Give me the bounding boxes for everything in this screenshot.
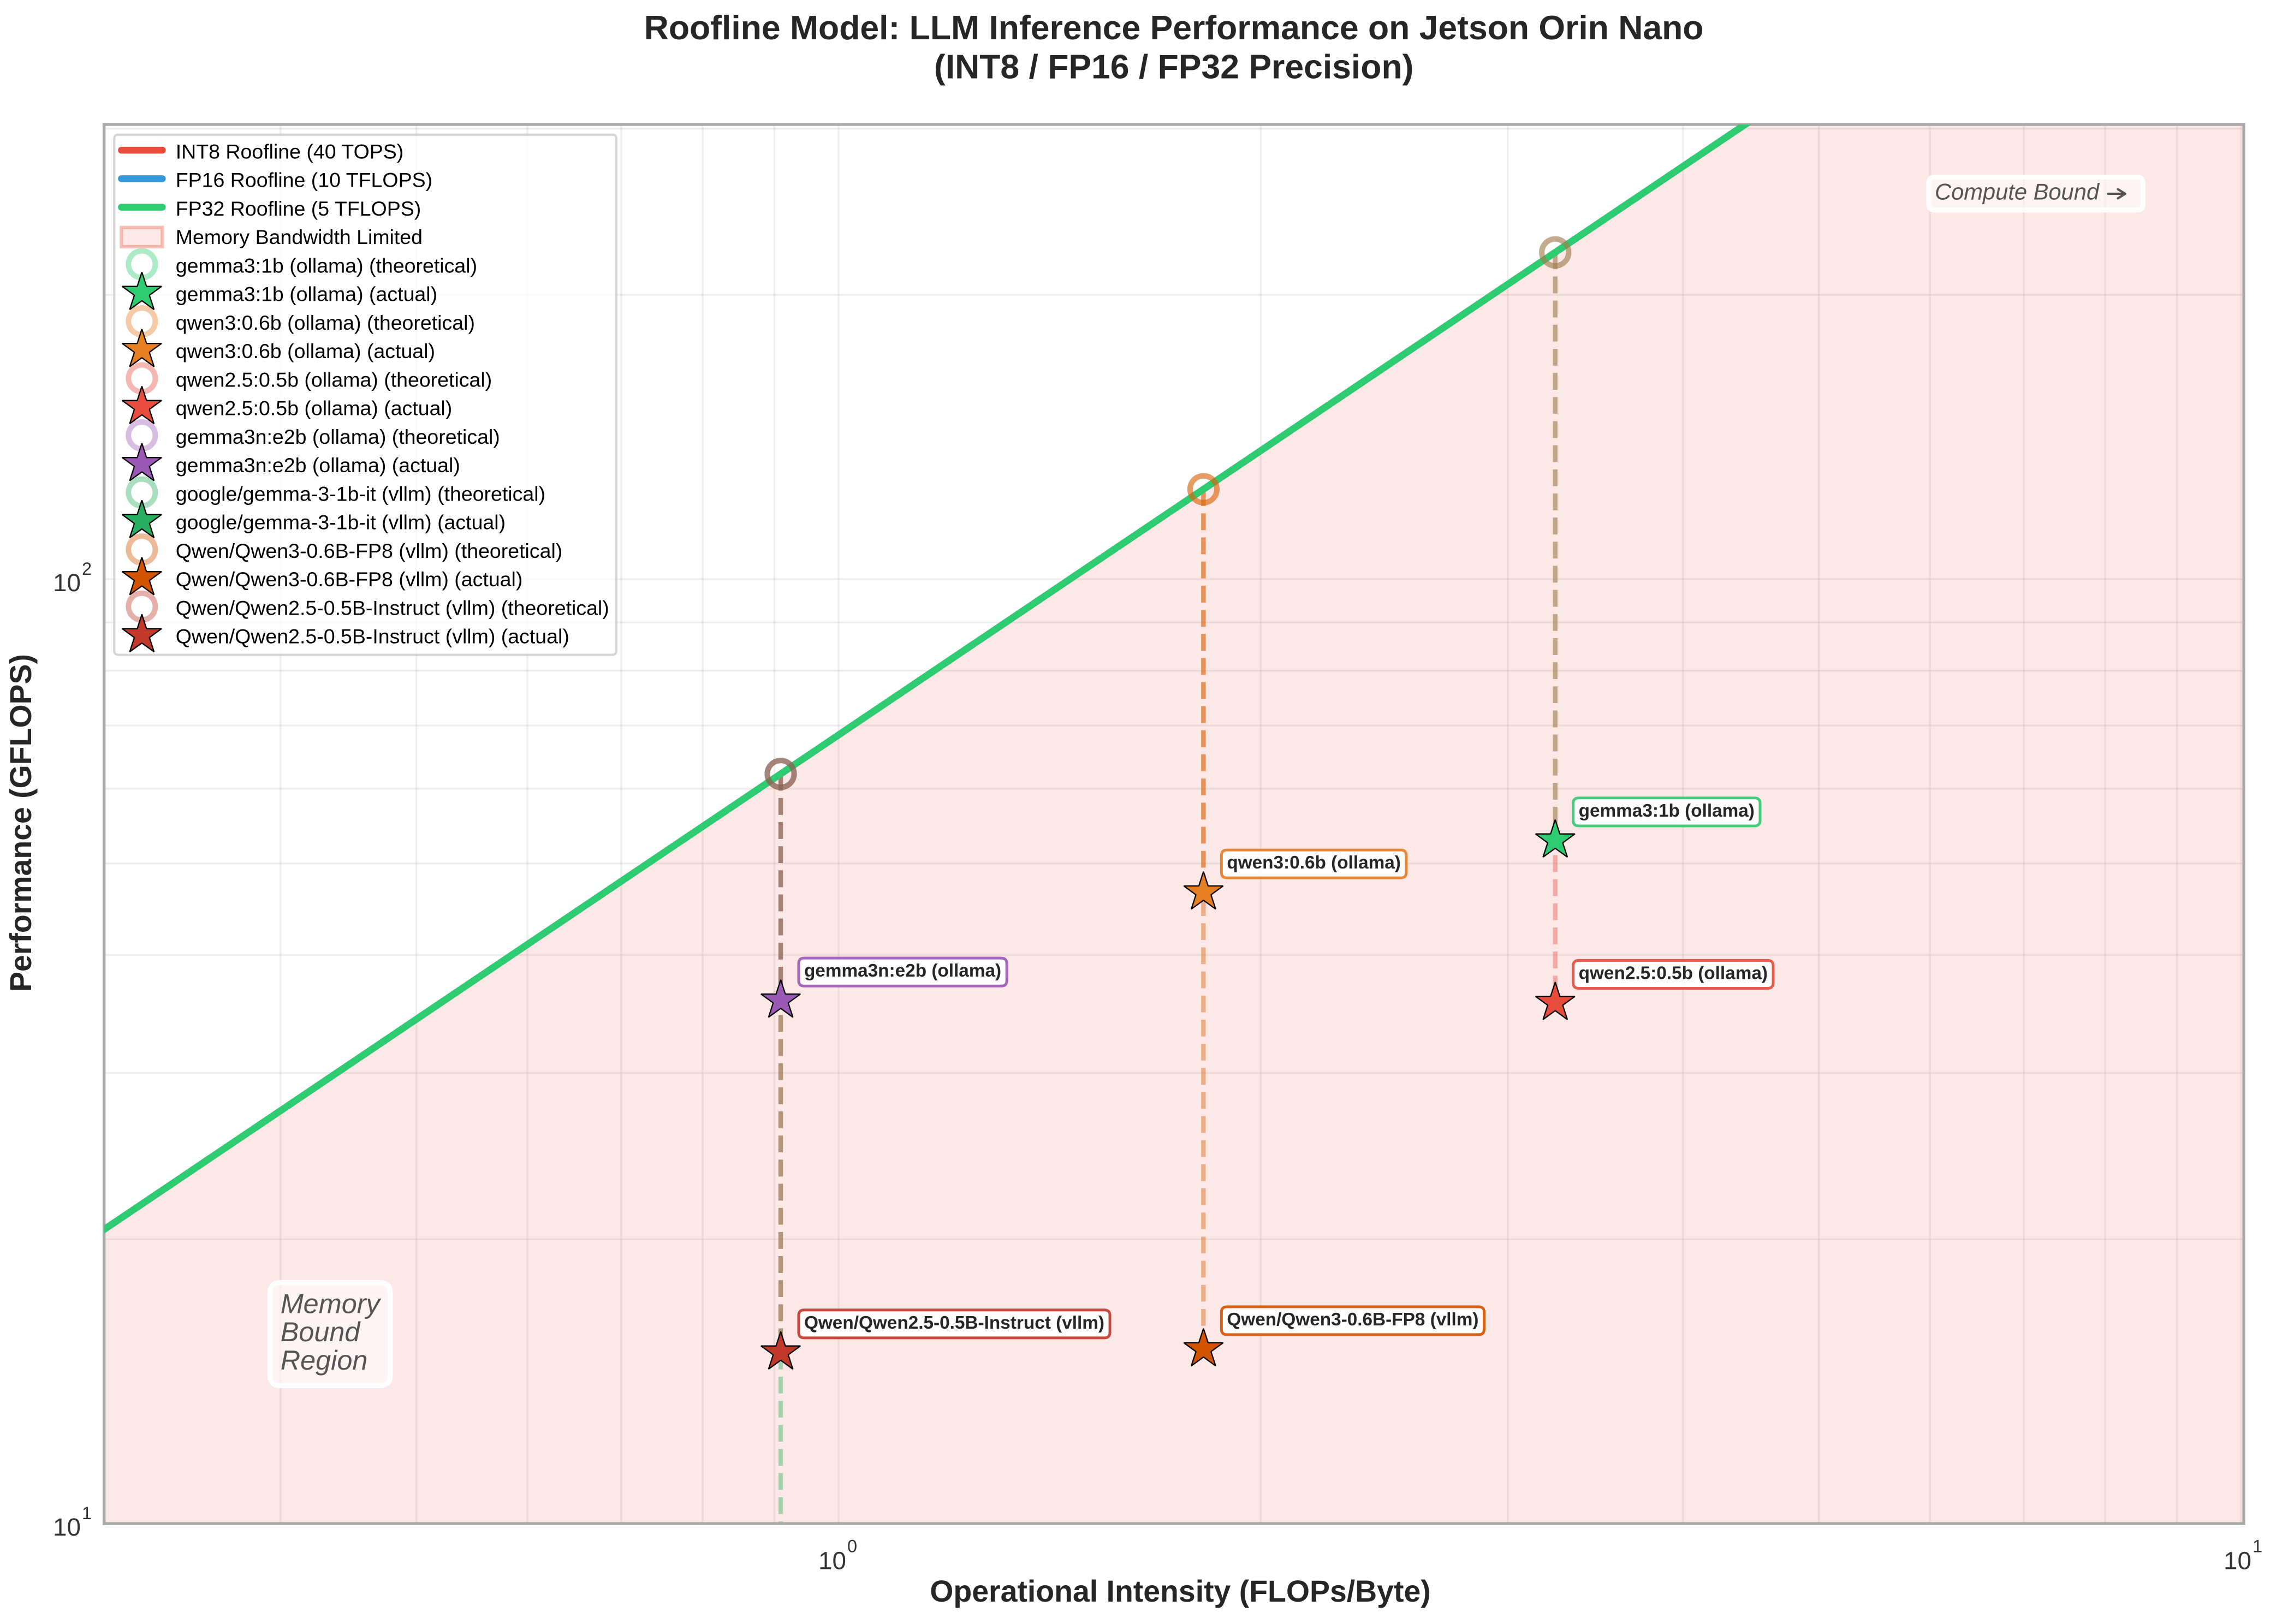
svg-text:2: 2 [82, 559, 92, 579]
svg-text:INT8 Roofline (40 TOPS): INT8 Roofline (40 TOPS) [176, 140, 404, 163]
svg-text:Compute Bound: Compute Bound [1935, 179, 2100, 205]
svg-text:1: 1 [2253, 1537, 2262, 1556]
svg-text:qwen3:0.6b (ollama) (theoretic: qwen3:0.6b (ollama) (theoretical) [176, 311, 475, 334]
svg-text:qwen2.5:0.5b (ollama): qwen2.5:0.5b (ollama) [1579, 963, 1768, 984]
svg-text:gemma3:1b (ollama) (actual): gemma3:1b (ollama) (actual) [176, 283, 437, 306]
svg-text:google/gemma-3-1b-it (vllm) (a: google/gemma-3-1b-it (vllm) (actual) [176, 511, 506, 534]
svg-text:Qwen/Qwen2.5-0.5B-Instruct (vl: Qwen/Qwen2.5-0.5B-Instruct (vllm) [804, 1313, 1104, 1333]
svg-text:qwen2.5:0.5b (ollama) (actual): qwen2.5:0.5b (ollama) (actual) [176, 397, 453, 420]
svg-text:gemma3n:e2b (ollama) (actual): gemma3n:e2b (ollama) (actual) [176, 454, 460, 477]
svg-text:FP32 Roofline (5 TFLOPS): FP32 Roofline (5 TFLOPS) [176, 197, 421, 220]
svg-text:Region: Region [281, 1345, 368, 1376]
svg-text:gemma3:1b (ollama): gemma3:1b (ollama) [1579, 801, 1755, 821]
svg-text:Roofline Model: LLM Inference: Roofline Model: LLM Inference Performanc… [644, 9, 1704, 47]
svg-text:0: 0 [847, 1537, 857, 1556]
svg-text:gemma3n:e2b (ollama) (theoreti: gemma3n:e2b (ollama) (theoretical) [176, 425, 500, 448]
svg-text:qwen2.5:0.5b (ollama) (theoret: qwen2.5:0.5b (ollama) (theoretical) [176, 368, 492, 391]
svg-text:qwen3:0.6b (ollama): qwen3:0.6b (ollama) [1227, 853, 1401, 873]
svg-text:Operational Intensity (FLOPs/B: Operational Intensity (FLOPs/Byte) [930, 1574, 1430, 1608]
svg-text:1: 1 [82, 1503, 92, 1523]
svg-text:qwen3:0.6b (ollama) (actual): qwen3:0.6b (ollama) (actual) [176, 340, 435, 362]
svg-text:Bound: Bound [281, 1316, 361, 1347]
svg-text:Memory: Memory [281, 1288, 382, 1319]
svg-text:Qwen/Qwen3-0.6B-FP8 (vllm) (ac: Qwen/Qwen3-0.6B-FP8 (vllm) (actual) [176, 568, 523, 591]
svg-text:Qwen/Qwen3-0.6B-FP8 (vllm) (th: Qwen/Qwen3-0.6B-FP8 (vllm) (theoretical) [176, 539, 563, 562]
svg-text:Qwen/Qwen2.5-0.5B-Instruct (vl: Qwen/Qwen2.5-0.5B-Instruct (vllm) (actua… [176, 625, 569, 648]
svg-text:10: 10 [53, 569, 81, 597]
svg-text:(INT8 / FP16 / FP32 Precision): (INT8 / FP16 / FP32 Precision) [934, 47, 1414, 86]
svg-text:Memory Bandwidth Limited: Memory Bandwidth Limited [176, 225, 423, 248]
svg-text:10: 10 [53, 1513, 81, 1541]
svg-text:gemma3:1b (ollama) (theoretica: gemma3:1b (ollama) (theoretical) [176, 254, 477, 277]
svg-text:Qwen/Qwen3-0.6B-FP8 (vllm): Qwen/Qwen3-0.6B-FP8 (vllm) [1227, 1310, 1478, 1330]
svg-text:10: 10 [2224, 1547, 2251, 1575]
svg-text:google/gemma-3-1b-it (vllm) (t: google/gemma-3-1b-it (vllm) (theoretical… [176, 482, 545, 505]
svg-text:FP16 Roofline (10 TFLOPS): FP16 Roofline (10 TFLOPS) [176, 169, 432, 192]
svg-text:10: 10 [818, 1547, 846, 1575]
svg-text:gemma3n:e2b (ollama): gemma3n:e2b (ollama) [804, 961, 1001, 981]
svg-text:Qwen/Qwen2.5-0.5B-Instruct (vl: Qwen/Qwen2.5-0.5B-Instruct (vllm) (theor… [176, 596, 609, 619]
svg-text:Performance (GFLOPS): Performance (GFLOPS) [4, 654, 38, 992]
